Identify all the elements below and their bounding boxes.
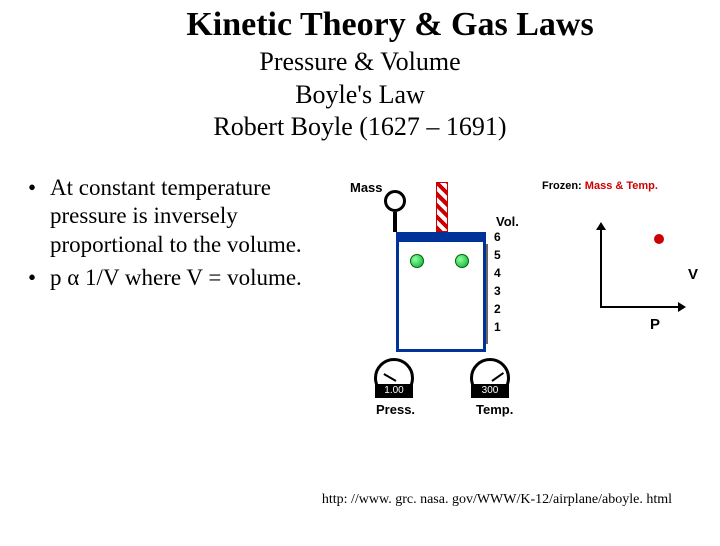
slide-title: Kinetic Theory & Gas Laws — [60, 6, 720, 44]
temp-label: Temp. — [476, 402, 513, 417]
bullet-dot-icon: • — [28, 264, 50, 293]
arrow-right-icon — [678, 302, 686, 312]
vol-tick: 2 — [494, 300, 501, 318]
subtitle-line2: Boyle's Law — [0, 79, 720, 112]
graph-y-axis — [600, 226, 602, 306]
vol-tick: 4 — [494, 264, 501, 282]
arrow-up-icon — [596, 222, 606, 230]
bullet-item: • p α 1/V where V = volume. — [28, 264, 310, 293]
volume-scale-line — [486, 244, 488, 344]
frozen-prefix: Frozen: — [542, 180, 582, 192]
mass-stem — [393, 212, 397, 232]
content-row: • At constant temperature pressure is in… — [0, 174, 720, 414]
vol-tick: 3 — [494, 282, 501, 300]
bullet-list: • At constant temperature pressure is in… — [0, 174, 310, 414]
vol-tick: 6 — [494, 228, 501, 246]
piston-plate — [396, 232, 486, 242]
boyle-diagram: Mass Frozen: Mass & Temp. Vol. 6 5 4 3 2… — [310, 174, 690, 414]
piston-rod — [436, 182, 448, 232]
vol-label: Vol. — [496, 214, 519, 229]
vol-tick: 5 — [494, 246, 501, 264]
graph-point — [654, 234, 664, 244]
molecule-icon — [455, 254, 469, 268]
frozen-label: Frozen: Mass & Temp. — [542, 180, 658, 192]
frozen-vars: Mass & Temp. — [585, 180, 658, 192]
source-url: http: //www. grc. nasa. gov/WWW/K-12/air… — [322, 492, 672, 508]
bullet-dot-icon: • — [28, 174, 50, 260]
graph-y-label: V — [688, 266, 698, 283]
subtitle-line3: Robert Boyle (1627 – 1691) — [0, 111, 720, 144]
subtitle-line1: Pressure & Volume — [0, 46, 720, 79]
molecule-icon — [410, 254, 424, 268]
vol-tick: 1 — [494, 318, 501, 336]
pressure-readout: 1.00 — [375, 384, 413, 398]
bullet-item: • At constant temperature pressure is in… — [28, 174, 310, 260]
bullet-text: At constant temperature pressure is inve… — [50, 174, 310, 260]
graph-x-label: P — [650, 316, 660, 333]
subtitle-block: Pressure & Volume Boyle's Law Robert Boy… — [0, 46, 720, 144]
temp-readout: 300 — [471, 384, 509, 398]
mass-weight-icon — [384, 190, 406, 212]
graph-x-axis — [600, 306, 680, 308]
vp-graph — [592, 226, 682, 316]
press-label: Press. — [376, 402, 415, 417]
cylinder — [396, 232, 486, 352]
volume-scale: 6 5 4 3 2 1 — [494, 228, 501, 336]
mass-label: Mass — [350, 180, 383, 195]
bullet-text: p α 1/V where V = volume. — [50, 264, 302, 293]
